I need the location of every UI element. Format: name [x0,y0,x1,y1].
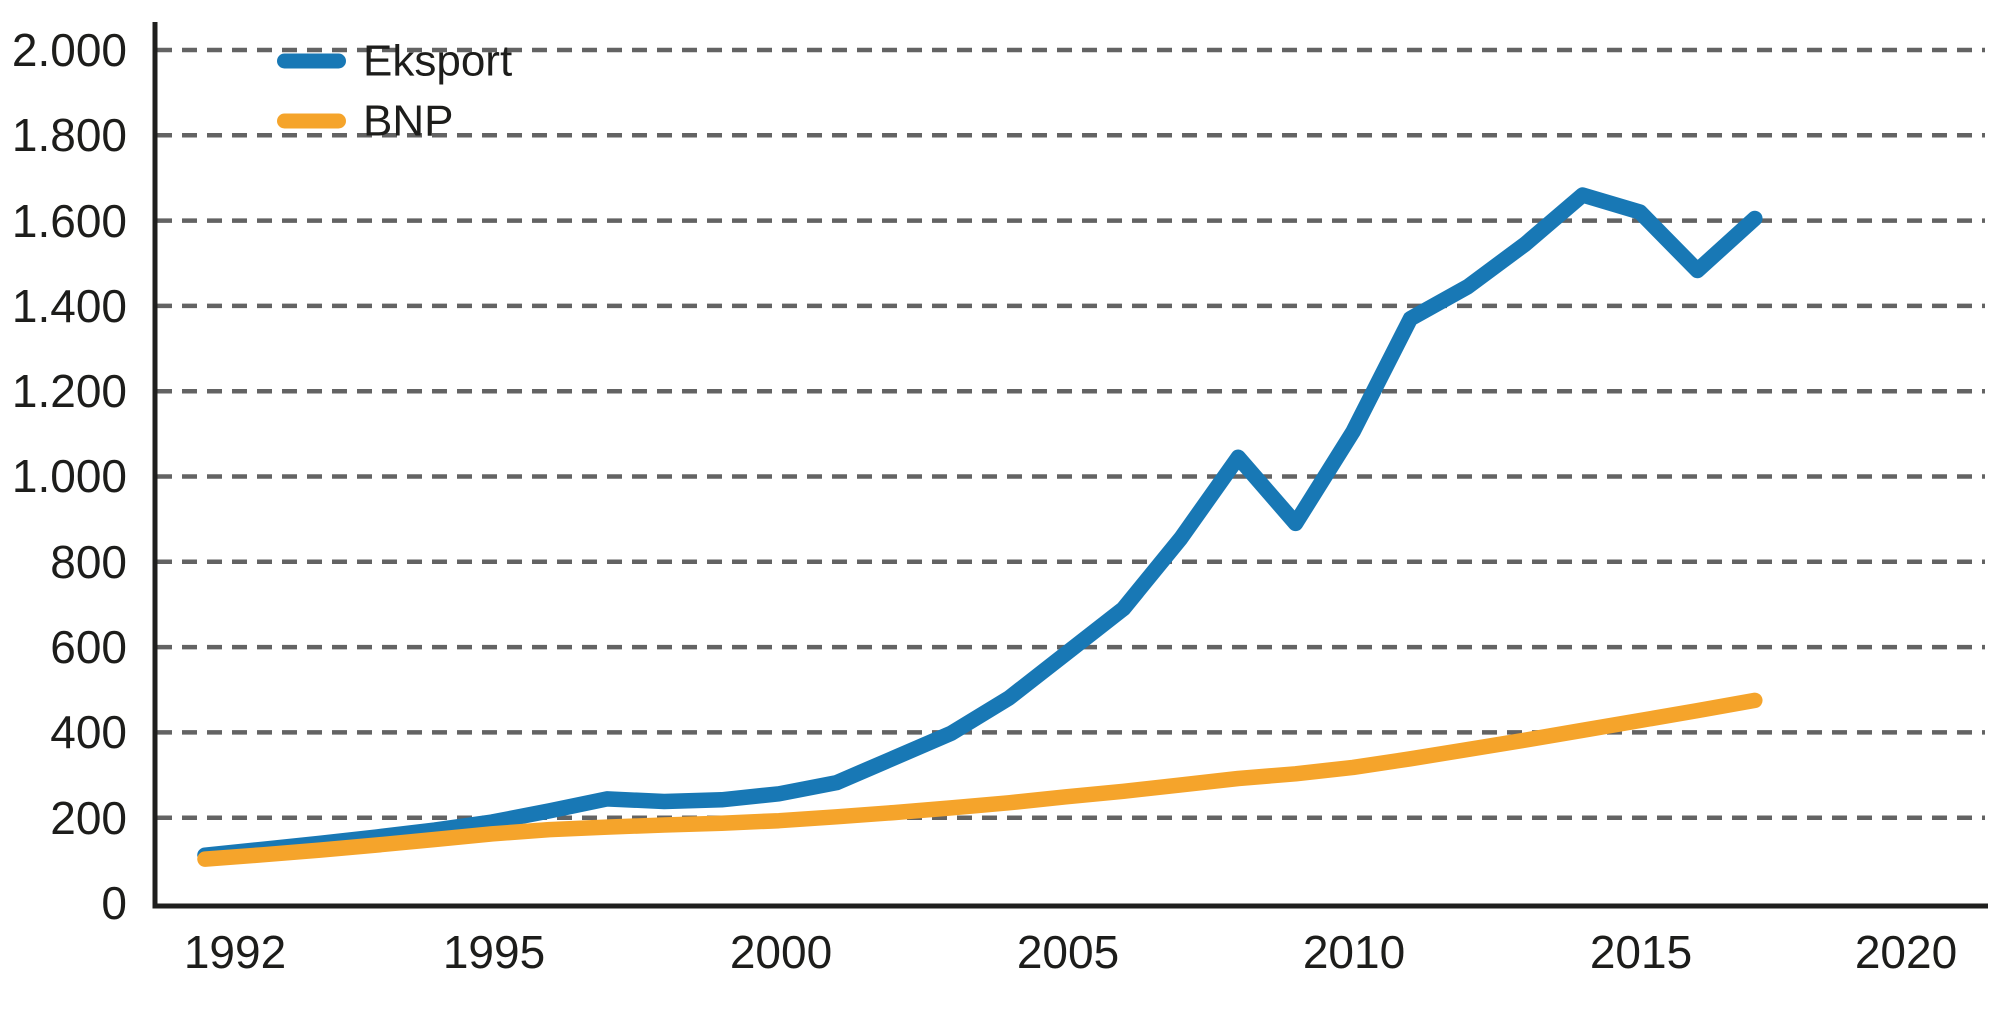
x-tick-label: 1995 [443,926,545,978]
y-tick-label: 2.000 [12,24,127,76]
y-tick-label: 1.200 [12,365,127,417]
x-tick-label: 2005 [1017,926,1119,978]
y-tick-label: 800 [50,536,127,588]
y-tick-label: 1.400 [12,280,127,332]
y-tick-label: 1.000 [12,450,127,502]
x-tick-label: 1992 [184,926,286,978]
y-tick-label: 0 [101,877,127,929]
x-tick-label: 2020 [1855,926,1957,978]
y-tick-label: 600 [50,621,127,673]
bnp-legend-label: BNP [363,97,453,146]
bnp-line [197,692,1763,867]
eksport-line [197,187,1763,863]
x-tick-label: 2010 [1303,926,1405,978]
bnp-legend-swatch [277,113,346,129]
legend: Eksport BNP [277,37,512,146]
gridlines-group [157,47,1985,820]
x-tick-label: 2000 [730,926,832,978]
x-tick-label: 2015 [1590,926,1692,978]
y-tick-label: 200 [50,792,127,844]
eksport-legend-label: Eksport [363,37,512,86]
y-tick-label: 1.800 [12,109,127,161]
y-tick-label: 400 [50,706,127,758]
eksport-legend-swatch [277,53,346,69]
y-tick-label: 1.600 [12,195,127,247]
